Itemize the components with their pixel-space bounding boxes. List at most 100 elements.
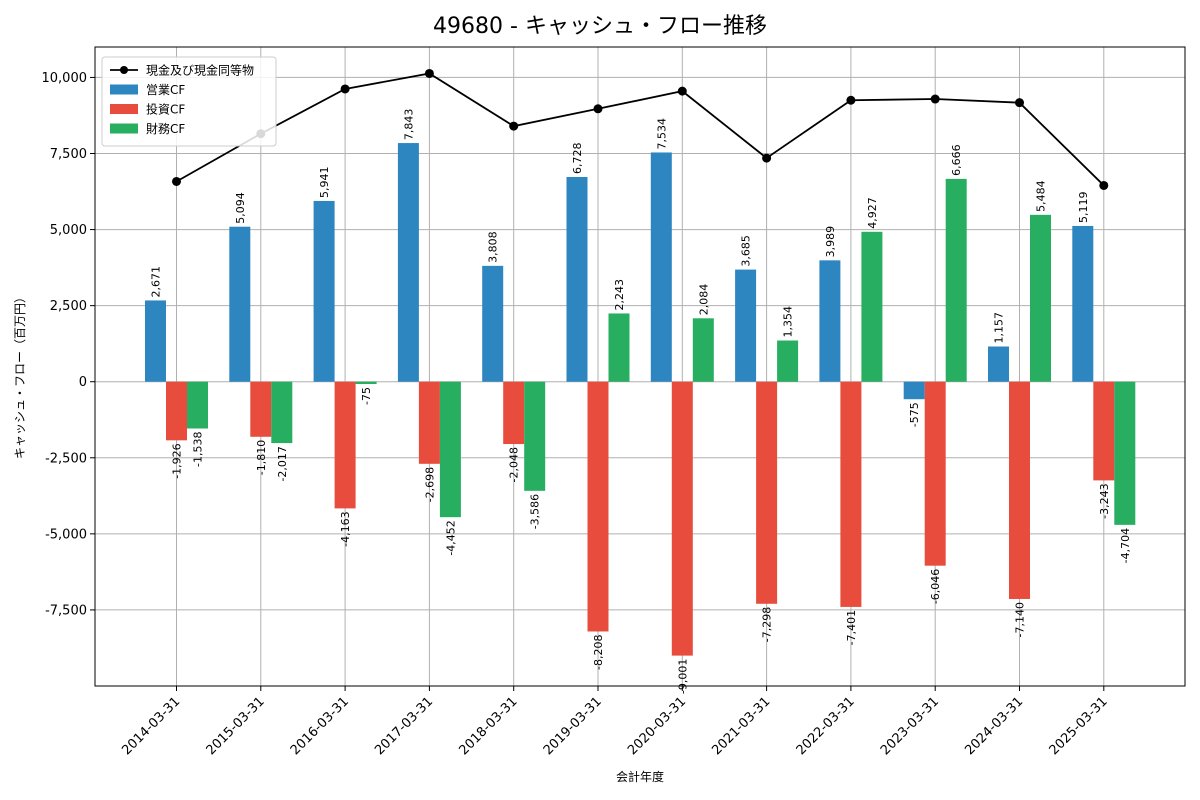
- cash-point: [930, 94, 940, 104]
- legend-box: [101, 56, 277, 147]
- y-tick-label: -7,500: [45, 603, 87, 618]
- x-tick-label: 2015-03-31: [204, 694, 268, 758]
- x-tick-label: 2019-03-31: [541, 694, 605, 758]
- cash-point: [846, 95, 856, 105]
- bar-2: [1009, 381, 1030, 599]
- data-label: 3,808: [487, 231, 500, 263]
- bar-1: [229, 226, 251, 382]
- bar-3: [608, 313, 630, 382]
- plot-frame: [94, 46, 1186, 687]
- bar-2: [587, 381, 609, 632]
- bar-3: [945, 178, 967, 382]
- data-label: 2,243: [613, 279, 626, 311]
- data-label: 5,119: [1077, 191, 1090, 223]
- bar-3: [187, 381, 208, 429]
- legend-swatch: [110, 104, 138, 114]
- bar-3: [1114, 381, 1136, 525]
- x-tick-label: 2023-03-31: [878, 694, 942, 758]
- data-label: 2,671: [150, 266, 163, 298]
- x-axis-label: 会計年度: [616, 769, 664, 784]
- y-tick-label: 7,500: [50, 147, 87, 162]
- data-label: 6,728: [571, 142, 584, 174]
- bar-3: [1030, 214, 1051, 382]
- data-label: -3,243: [1098, 483, 1111, 518]
- data-label: -1,810: [255, 440, 268, 475]
- bar-2: [250, 381, 272, 437]
- bar-2: [503, 381, 525, 445]
- bar-2: [671, 381, 693, 656]
- bar-3: [777, 340, 799, 382]
- legend-swatch: [110, 84, 138, 95]
- data-label: -2,048: [508, 447, 521, 482]
- x-tick-label: 2017-03-31: [372, 694, 436, 758]
- data-label: -2,017: [276, 446, 289, 481]
- y-tick-label: 5,000: [50, 223, 87, 238]
- y-tick-label: 0: [79, 375, 87, 390]
- cash-line: [176, 72, 1105, 187]
- data-label: -4,704: [1119, 528, 1132, 563]
- bar-layer: [145, 143, 1136, 656]
- data-label: 3,989: [824, 226, 837, 258]
- bar-1: [313, 200, 335, 382]
- data-label: 1,157: [993, 312, 1006, 344]
- data-label: -1,538: [192, 432, 205, 467]
- bar-3: [271, 381, 293, 444]
- bar-2: [334, 381, 356, 509]
- bar-1: [397, 143, 419, 382]
- cash-point: [762, 153, 772, 163]
- cash-point: [1099, 180, 1109, 190]
- data-label: -6,046: [929, 569, 942, 604]
- data-label: 7,843: [402, 109, 415, 141]
- legend-label: 営業CF: [146, 83, 185, 97]
- y-tick-label: -2,500: [45, 451, 87, 466]
- y-tick-label: 10,000: [42, 71, 88, 86]
- label-layer: 2,671 5,094 5,941 7,843 3,808 6,728 7,534 3,685…: [150, 109, 1132, 695]
- bar-1: [903, 381, 925, 400]
- cash-point: [172, 176, 181, 186]
- data-label: 6,666: [950, 144, 963, 176]
- x-tick-label: 2020-03-31: [625, 694, 689, 758]
- bar-2: [166, 381, 187, 441]
- bar-2: [1093, 381, 1115, 481]
- data-label: 7,534: [655, 118, 668, 150]
- data-label: -7,140: [1014, 602, 1027, 637]
- bar-2: [924, 381, 946, 566]
- bar-1: [819, 260, 841, 382]
- bar-2: [840, 381, 862, 607]
- line-layer: [172, 68, 1109, 190]
- bar-1: [988, 346, 1009, 382]
- x-tick-label: 2022-03-31: [794, 694, 858, 758]
- data-label: -575: [908, 402, 921, 427]
- y-axis-label: キャッシュ・フロー（百万円）: [13, 291, 27, 459]
- cash-point: [340, 84, 350, 94]
- bar-3: [355, 381, 377, 384]
- data-label: -75: [360, 387, 373, 405]
- x-tick-label: 2024-03-31: [962, 694, 1026, 758]
- legend-swatch: [110, 123, 138, 134]
- y-tick-label: -5,000: [45, 527, 87, 542]
- bar-3: [692, 318, 714, 382]
- data-label: 5,484: [1035, 180, 1048, 212]
- bar-1: [650, 152, 672, 382]
- data-label: -7,401: [845, 610, 858, 645]
- data-label: -1,926: [171, 443, 184, 478]
- data-label: -8,208: [592, 634, 605, 669]
- x-tick-label: 2018-03-31: [456, 694, 520, 758]
- data-label: 4,927: [866, 197, 879, 229]
- cash-point: [677, 86, 687, 96]
- legend-label: 投資CF: [146, 102, 185, 117]
- data-label: -9,001: [676, 659, 689, 694]
- legend-label: 現金及び現金同等物: [146, 63, 254, 78]
- legend-marker: [120, 66, 128, 74]
- bar-1: [1072, 225, 1094, 382]
- data-label: -4,452: [444, 520, 457, 555]
- legend-label: 財務CF: [146, 121, 185, 136]
- bar-1: [145, 300, 166, 382]
- bar-1: [735, 269, 757, 382]
- bar-1: [566, 176, 588, 382]
- x-tick-label: 2025-03-31: [1047, 694, 1111, 758]
- x-tick-label: 2016-03-31: [288, 694, 352, 758]
- data-label: -3,586: [529, 494, 542, 529]
